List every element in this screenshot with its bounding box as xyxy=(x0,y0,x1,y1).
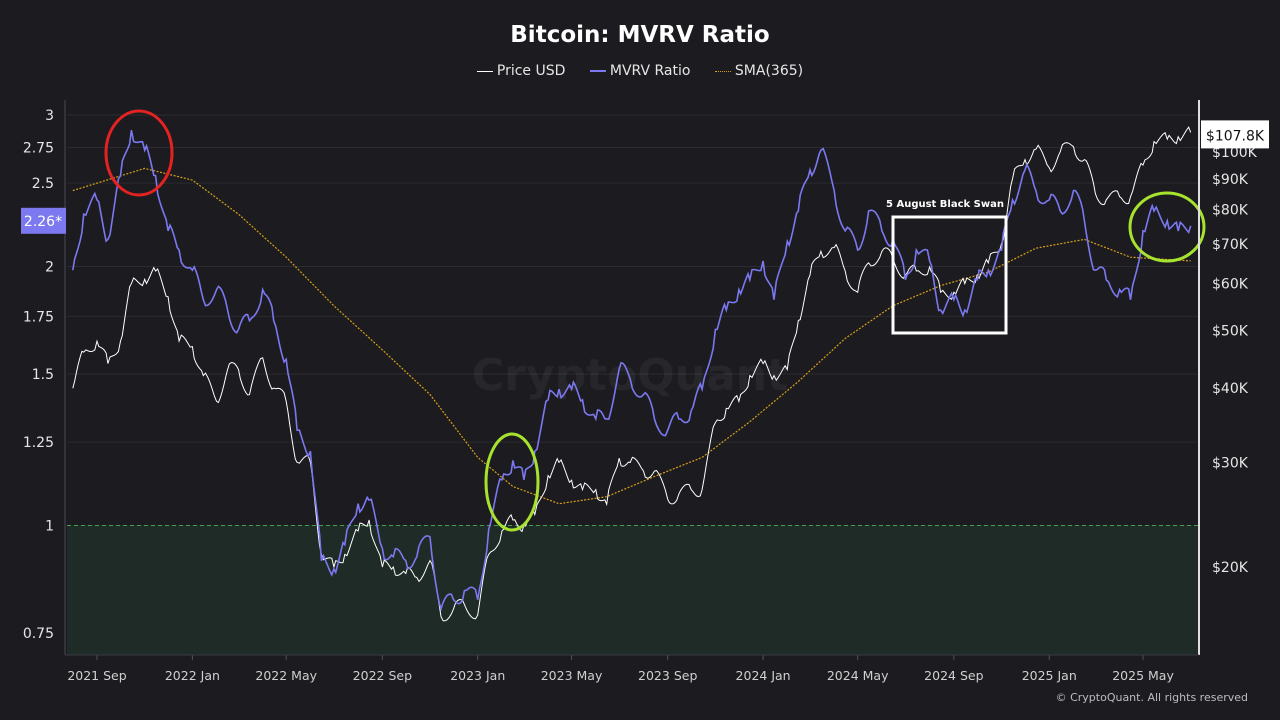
legend: Price USD MVRV Ratio SMA(365) xyxy=(0,63,1280,79)
left-tick-label: 1.75 xyxy=(23,309,54,325)
left-tick-label: 3 xyxy=(45,108,54,124)
right-tick-label: $60K xyxy=(1212,277,1249,293)
right-tick-label: $40K xyxy=(1212,381,1249,397)
x-tick-label: 2025 Jan xyxy=(1022,668,1077,683)
left-tick-label: 1 xyxy=(45,519,54,535)
current-price-badge xyxy=(1201,120,1269,149)
legend-label: Price USD xyxy=(496,63,566,79)
x-tick-label: 2024 Jan xyxy=(736,668,791,683)
x-tick-label: 2022 Sep xyxy=(353,668,412,683)
right-tick-label: $30K xyxy=(1212,455,1249,471)
x-tick-label: 2023 May xyxy=(541,668,603,683)
legend-item-sma[interactable]: SMA(365) xyxy=(714,63,804,79)
current-annotation-circle xyxy=(1128,191,1206,263)
undervalued-zone xyxy=(67,525,1199,655)
left-tick-label: 1.25 xyxy=(23,435,54,451)
current-mvrv-badge xyxy=(21,207,66,234)
right-tick-label: $50K xyxy=(1212,324,1249,340)
x-tick-label: 2022 May xyxy=(255,668,317,683)
x-tick-label: 2021 Sep xyxy=(67,668,126,683)
sma-365-line xyxy=(72,167,1191,505)
right-tick-label: $20K xyxy=(1212,560,1249,576)
left-tick-label: 2.5 xyxy=(32,176,54,192)
legend-label: SMA(365) xyxy=(734,63,804,79)
x-tick-label: 2023 Jan xyxy=(450,668,505,683)
right-tick-label: $70K xyxy=(1212,237,1249,253)
current-mvrv-value: 2.26* xyxy=(24,214,62,230)
right-tick-label: $80K xyxy=(1212,202,1249,218)
left-tick-label: 0.75 xyxy=(23,626,54,642)
x-tick-label: 2023 Sep xyxy=(638,668,697,683)
right-tick-label: $100K xyxy=(1212,145,1258,161)
legend-item-price[interactable]: Price USD xyxy=(476,63,566,79)
chart-title: Bitcoin: MVRV Ratio xyxy=(510,22,770,48)
bottom-annotation-circle xyxy=(484,432,540,532)
top-annotation-circle xyxy=(104,109,174,197)
x-tick-label: 2025 May xyxy=(1112,668,1174,683)
x-tick-label: 2024 May xyxy=(827,668,889,683)
black-swan-box xyxy=(891,215,1008,335)
right-tick-label: $90K xyxy=(1212,172,1249,188)
legend-label: MVRV Ratio xyxy=(609,63,691,79)
watermark: CryptoQuant xyxy=(472,350,788,401)
current-price-value: $107.8K xyxy=(1206,128,1265,144)
legend-item-mvrv[interactable]: MVRV Ratio xyxy=(589,63,691,79)
black-swan-label: 5 August Black Swan xyxy=(886,199,1004,210)
copyright: © CryptoQuant. All rights reserved xyxy=(1055,691,1248,704)
x-tick-label: 2022 Jan xyxy=(165,668,220,683)
left-tick-label: 2 xyxy=(45,259,54,275)
left-tick-label: 2.75 xyxy=(23,140,54,156)
x-tick-label: 2024 Sep xyxy=(924,668,983,683)
left-tick-label: 1.5 xyxy=(32,367,54,383)
